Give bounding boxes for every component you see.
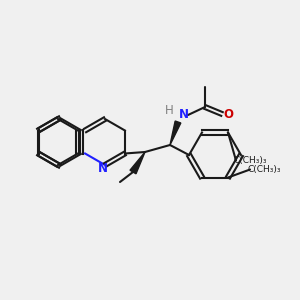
Text: C(CH₃)₃: C(CH₃)₃ (247, 165, 281, 174)
Polygon shape (170, 121, 181, 145)
Text: O: O (223, 107, 233, 121)
Text: N: N (179, 109, 189, 122)
Polygon shape (130, 152, 145, 174)
Text: C(CH₃)₃: C(CH₃)₃ (233, 156, 267, 165)
Text: H: H (165, 103, 173, 116)
Text: N: N (98, 161, 108, 175)
